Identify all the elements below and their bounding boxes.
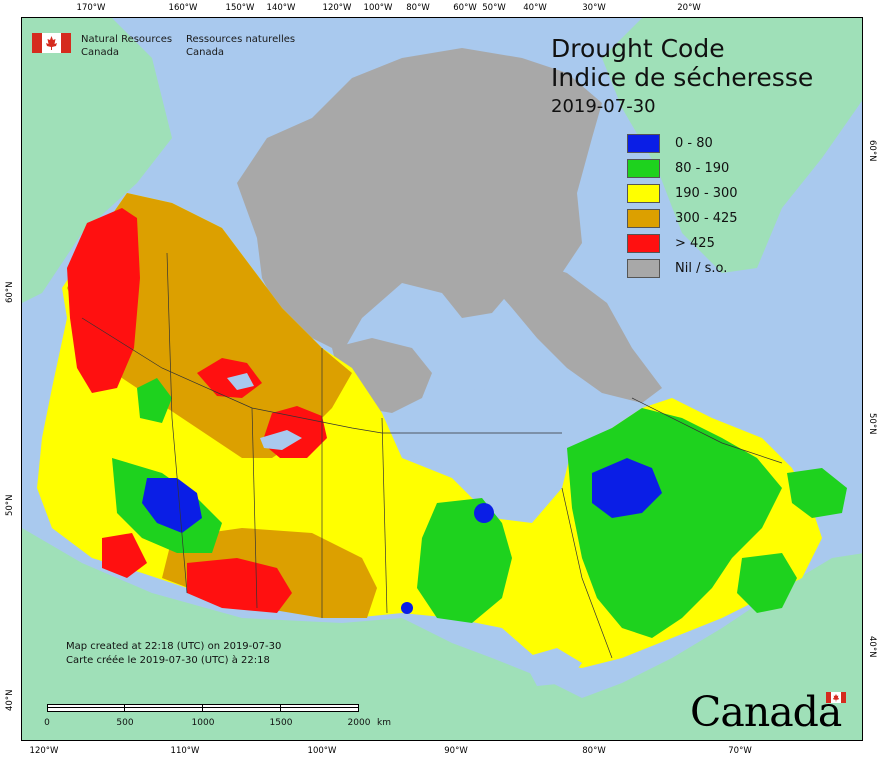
legend-swatch [627,234,660,253]
legend-swatch [627,259,660,278]
map-date: 2019-07-30 [551,96,656,117]
scale-segment [47,704,125,712]
title-fr: Indice de sécheresse [551,63,814,92]
green-yukon-patch [137,378,172,423]
tick-label: 150°W [225,3,255,13]
scale-label: 0 [44,718,50,728]
agency-name-en: Natural Resources Canada [81,33,172,59]
tick-label: 140°W [266,3,296,13]
tick-label: 40°N [867,636,877,658]
drought-map [22,18,862,740]
legend-swatch [627,209,660,228]
scale-label: 1500 [269,718,293,728]
legend-label: 80 - 190 [675,161,730,176]
legend-label: 190 - 300 [675,186,738,201]
tick-label: 60°W [453,3,477,13]
red-bc [102,533,147,578]
created-en: Map created at 22:18 (UTC) on 2019-07-30 [66,641,282,652]
canada-wordmark: Canada [690,688,842,736]
scale-label: 500 [116,718,134,728]
usa-land [22,528,862,740]
alaska-land [22,18,172,303]
blue-ontario-spot [474,503,494,523]
tick-label: 50°N [867,413,877,435]
scale-unit: km [377,718,391,728]
tick-label: 60°N [867,140,877,162]
green-nfld [787,468,847,518]
legend-swatch [627,159,660,178]
tick-label: 170°W [76,3,106,13]
province-boundaries [81,252,783,659]
tick-label: 30°W [582,3,606,13]
green-maritimes [737,553,797,613]
agency-fr-line1: Ressources naturelles [186,34,296,45]
created-fr: Carte créée le 2019-07-30 (UTC) à 22:18 [66,655,270,666]
legend-swatch [627,184,660,203]
blue-ontario-spot [401,602,413,614]
scale-label: 1000 [191,718,215,728]
legend-label: > 425 [675,236,715,251]
hudson-bay [382,388,567,528]
tick-label: 50°W [482,3,506,13]
agency-en-line1: Natural Resources [81,34,173,45]
tick-label: 40°N [5,689,15,711]
legend-label: 0 - 80 [675,136,713,151]
tick-label: 120°W [29,746,59,756]
scale-segment [202,704,281,712]
agency-name-fr: Ressources naturelles Canada [186,33,295,59]
wordmark-flag-icon [826,692,846,703]
map-title: Drought Code Indice de sécheresse 2019-0… [551,34,813,120]
lake [227,373,254,390]
blue-quebec [592,458,662,518]
tick-label: 60°N [5,281,15,303]
scale-midline [47,707,359,708]
creation-note: Map created at 22:18 (UTC) on 2019-07-30… [66,640,281,668]
green-ontario [417,498,512,623]
tick-label: 80°W [582,746,606,756]
legend-label: 300 - 425 [675,211,738,226]
tick-label: 100°W [363,3,393,13]
tick-label: 160°W [168,3,198,13]
red-yukon [67,208,140,393]
baffin-nil [477,258,662,403]
tick-label: 120°W [322,3,352,13]
agency-en-line2: Canada [81,47,120,58]
title-en: Drought Code [551,34,725,63]
map-frame [21,17,863,741]
tick-label: 20°W [677,3,701,13]
legend-label: Nil / s.o. [675,261,728,276]
tick-label: 70°W [728,746,752,756]
canada-flag-icon [32,33,71,53]
tick-label: 40°W [523,3,547,13]
blue-alberta [142,478,202,533]
tick-label: 50°N [5,494,15,516]
agency-fr-line2: Canada [186,47,225,58]
tick-label: 110°W [170,746,200,756]
greenland-land [602,18,862,273]
great-lakes [522,648,582,686]
tick-label: 100°W [307,746,337,756]
scale-segment [124,704,203,712]
tick-label: 80°W [406,3,430,13]
red-prairie [187,558,292,613]
scale-label: 2000 [347,718,371,728]
legend-swatch [627,134,660,153]
scale-segment [280,704,359,712]
lake [260,430,302,450]
tick-label: 90°W [444,746,468,756]
